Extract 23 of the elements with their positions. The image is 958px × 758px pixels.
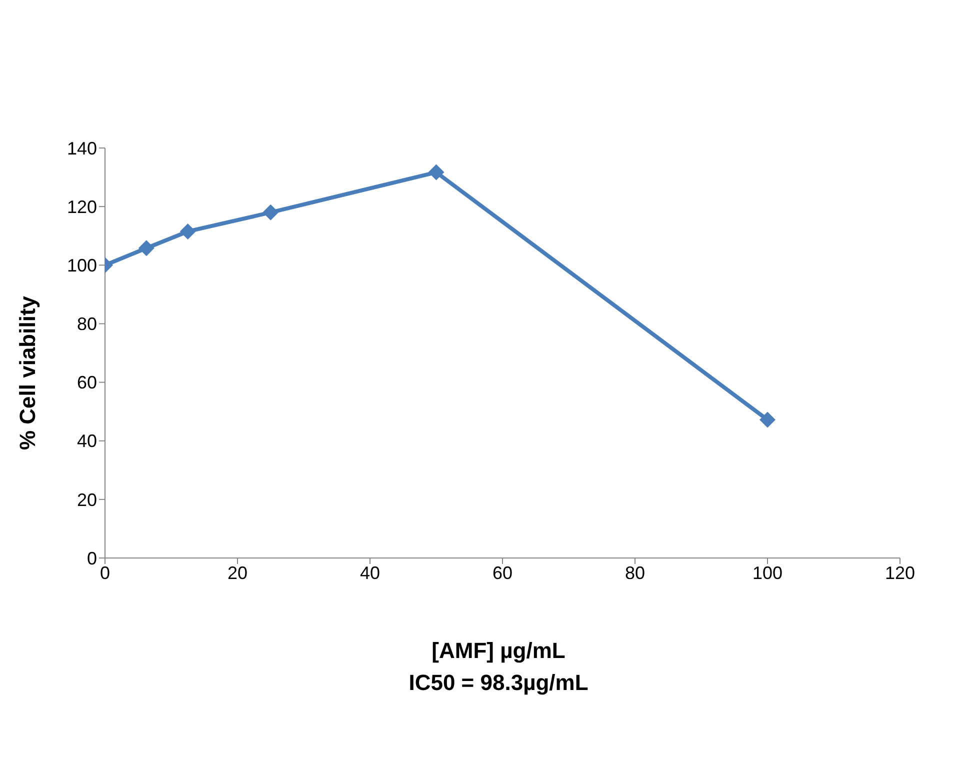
x-axis-title: [AMF] µg/mL bbox=[430, 638, 566, 664]
y-tick-label: 20 bbox=[76, 490, 97, 510]
y-tick-label: 120 bbox=[66, 196, 97, 217]
y-axis-title: % Cell viability bbox=[15, 296, 41, 450]
y-tick-label: 60 bbox=[76, 372, 97, 393]
x-tick-label: 40 bbox=[360, 562, 380, 583]
x-tick-label: 60 bbox=[492, 562, 513, 583]
x-tick-label: 0 bbox=[100, 562, 110, 583]
y-tick-label: 100 bbox=[66, 256, 97, 276]
point bbox=[138, 240, 154, 256]
y-tick-label: 140 bbox=[66, 138, 97, 158]
y-tick-label: 80 bbox=[76, 314, 97, 334]
point bbox=[760, 412, 776, 428]
x-tick-label: 80 bbox=[624, 562, 646, 583]
x-tick-label: 120 bbox=[884, 562, 916, 583]
x-tick-label: 100 bbox=[752, 562, 783, 583]
y-tick-label: 0 bbox=[86, 548, 97, 568]
y-tick-label: 40 bbox=[76, 431, 97, 452]
point bbox=[180, 223, 196, 240]
x-tick-label: 20 bbox=[227, 562, 248, 583]
text: IC50 = 98.3µg/mL bbox=[408, 670, 590, 696]
point bbox=[428, 164, 444, 180]
point bbox=[262, 204, 279, 220]
